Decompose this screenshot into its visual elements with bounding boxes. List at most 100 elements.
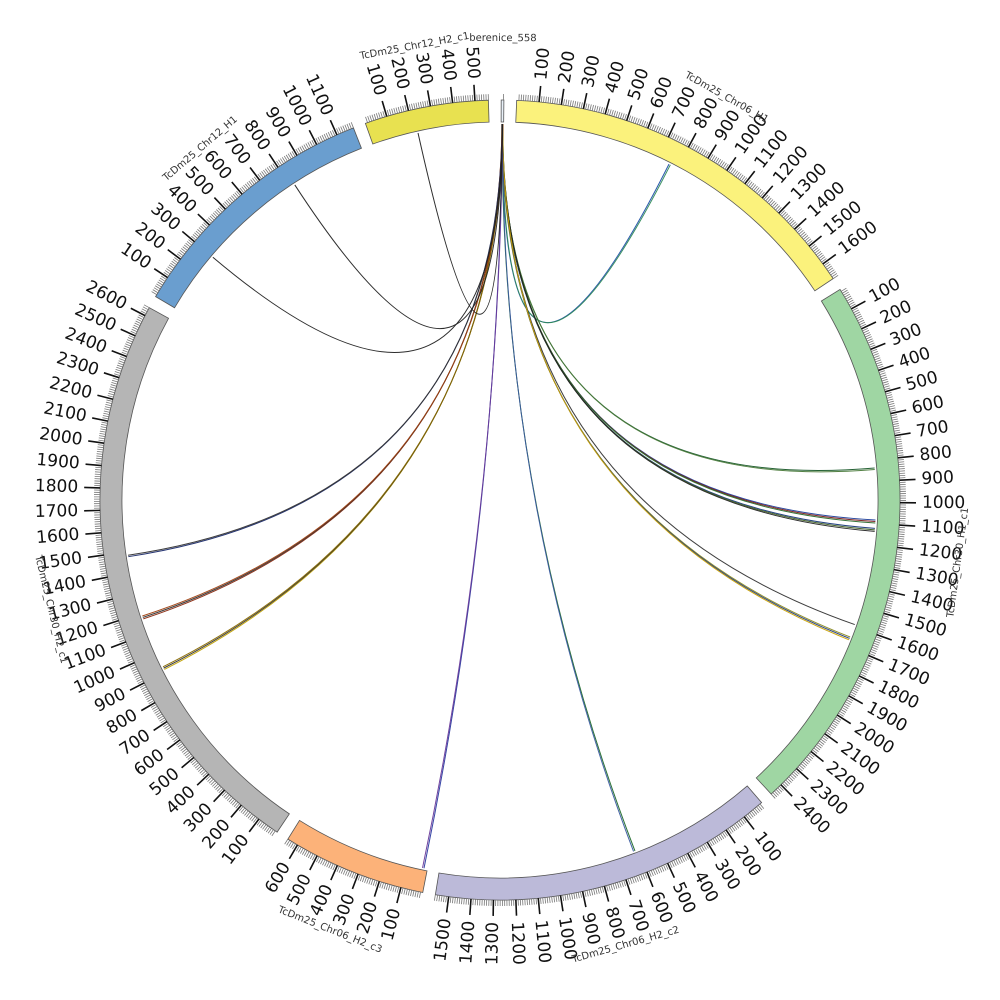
minor-tick — [101, 424, 108, 426]
minor-tick — [788, 218, 793, 223]
minor-tick — [894, 567, 901, 569]
segment-label: berenice_558 — [469, 33, 536, 44]
minor-tick — [580, 102, 583, 109]
major-tick — [778, 201, 791, 214]
minor-tick — [381, 882, 384, 889]
minor-tick — [342, 125, 346, 132]
minor-tick — [728, 166, 733, 173]
minor-tick — [290, 842, 294, 848]
minor-tick — [194, 232, 200, 237]
minor-tick — [178, 251, 184, 257]
minor-tick — [116, 630, 123, 634]
minor-tick — [562, 894, 565, 902]
minor-tick — [301, 145, 306, 152]
minor-tick — [244, 183, 250, 189]
minor-tick — [295, 148, 300, 155]
tick-label: 600 — [910, 392, 946, 419]
minor-tick — [108, 390, 115, 394]
major-tick — [687, 132, 697, 148]
minor-tick — [569, 100, 572, 107]
minor-tick — [420, 101, 422, 108]
minor-tick — [299, 848, 304, 854]
minor-tick — [555, 895, 558, 903]
minor-tick — [720, 161, 725, 167]
minor-tick — [97, 550, 104, 552]
minor-tick — [103, 585, 110, 588]
minor-tick — [574, 101, 577, 108]
minor-tick — [853, 309, 859, 314]
minor-tick — [885, 391, 892, 395]
minor-tick — [673, 860, 677, 866]
minor-tick — [119, 358, 126, 362]
minor-tick — [132, 326, 139, 331]
minor-tick — [619, 881, 622, 888]
minor-tick — [747, 813, 752, 819]
minor-tick — [879, 625, 886, 629]
minor-tick — [833, 720, 839, 725]
minor-tick — [856, 315, 863, 320]
minor-tick — [884, 608, 891, 612]
tick-label: 900 — [577, 911, 603, 947]
minor-tick — [243, 185, 248, 191]
link-TcDm25_Chr12_H2_c1 — [417, 124, 503, 315]
minor-tick — [873, 355, 880, 359]
minor-tick — [219, 206, 225, 211]
major-tick — [706, 841, 717, 857]
minor-tick — [881, 619, 888, 622]
major-tick — [899, 524, 916, 527]
minor-tick — [855, 313, 862, 318]
minor-tick — [595, 888, 598, 895]
minor-tick — [197, 228, 203, 234]
tick-label: 400 — [896, 343, 933, 372]
minor-tick — [109, 388, 116, 391]
minor-tick — [226, 795, 232, 801]
major-tick — [129, 682, 145, 691]
minor-tick — [729, 827, 734, 833]
minor-tick — [395, 107, 398, 114]
minor-tick — [807, 240, 813, 245]
minor-tick — [196, 765, 202, 771]
link-TcDm25_Chr06_H1 — [502, 124, 671, 324]
major-tick — [140, 701, 156, 712]
minor-tick — [299, 146, 304, 153]
minor-tick — [661, 128, 666, 135]
minor-tick — [271, 830, 276, 837]
minor-tick — [879, 372, 886, 376]
minor-tick — [630, 116, 634, 123]
minor-tick — [847, 697, 854, 702]
minor-tick — [236, 190, 241, 196]
minor-tick — [168, 730, 174, 735]
major-tick — [897, 455, 914, 459]
minor-tick — [891, 582, 898, 585]
major-tick — [403, 94, 410, 111]
minor-tick — [389, 109, 392, 116]
minor-tick — [122, 349, 129, 353]
major-tick — [381, 100, 388, 117]
minor-tick — [393, 108, 396, 115]
minor-tick — [133, 672, 140, 676]
minor-tick — [880, 374, 887, 378]
minor-tick — [597, 887, 600, 894]
major-tick — [288, 844, 299, 860]
minor-tick — [881, 376, 888, 380]
major-tick — [603, 885, 610, 902]
major-tick — [666, 862, 676, 879]
minor-tick — [807, 754, 814, 760]
minor-tick — [735, 171, 740, 178]
minor-tick — [834, 718, 841, 723]
minor-tick — [844, 293, 851, 298]
minor-tick — [465, 95, 467, 102]
minor-tick — [542, 897, 544, 904]
minor-tick — [889, 589, 896, 592]
link-TcDm25_Chr12_H1 — [294, 124, 503, 330]
minor-tick — [854, 311, 861, 316]
minor-tick — [221, 791, 227, 797]
minor-tick — [888, 405, 895, 408]
segment-TcDm25_Chr06_H2_c3 — [287, 819, 428, 893]
minor-tick — [97, 444, 104, 446]
minor-tick — [819, 740, 825, 745]
minor-tick — [634, 117, 638, 124]
minor-tick — [567, 99, 570, 106]
minor-tick — [99, 567, 106, 570]
minor-tick — [841, 287, 847, 292]
